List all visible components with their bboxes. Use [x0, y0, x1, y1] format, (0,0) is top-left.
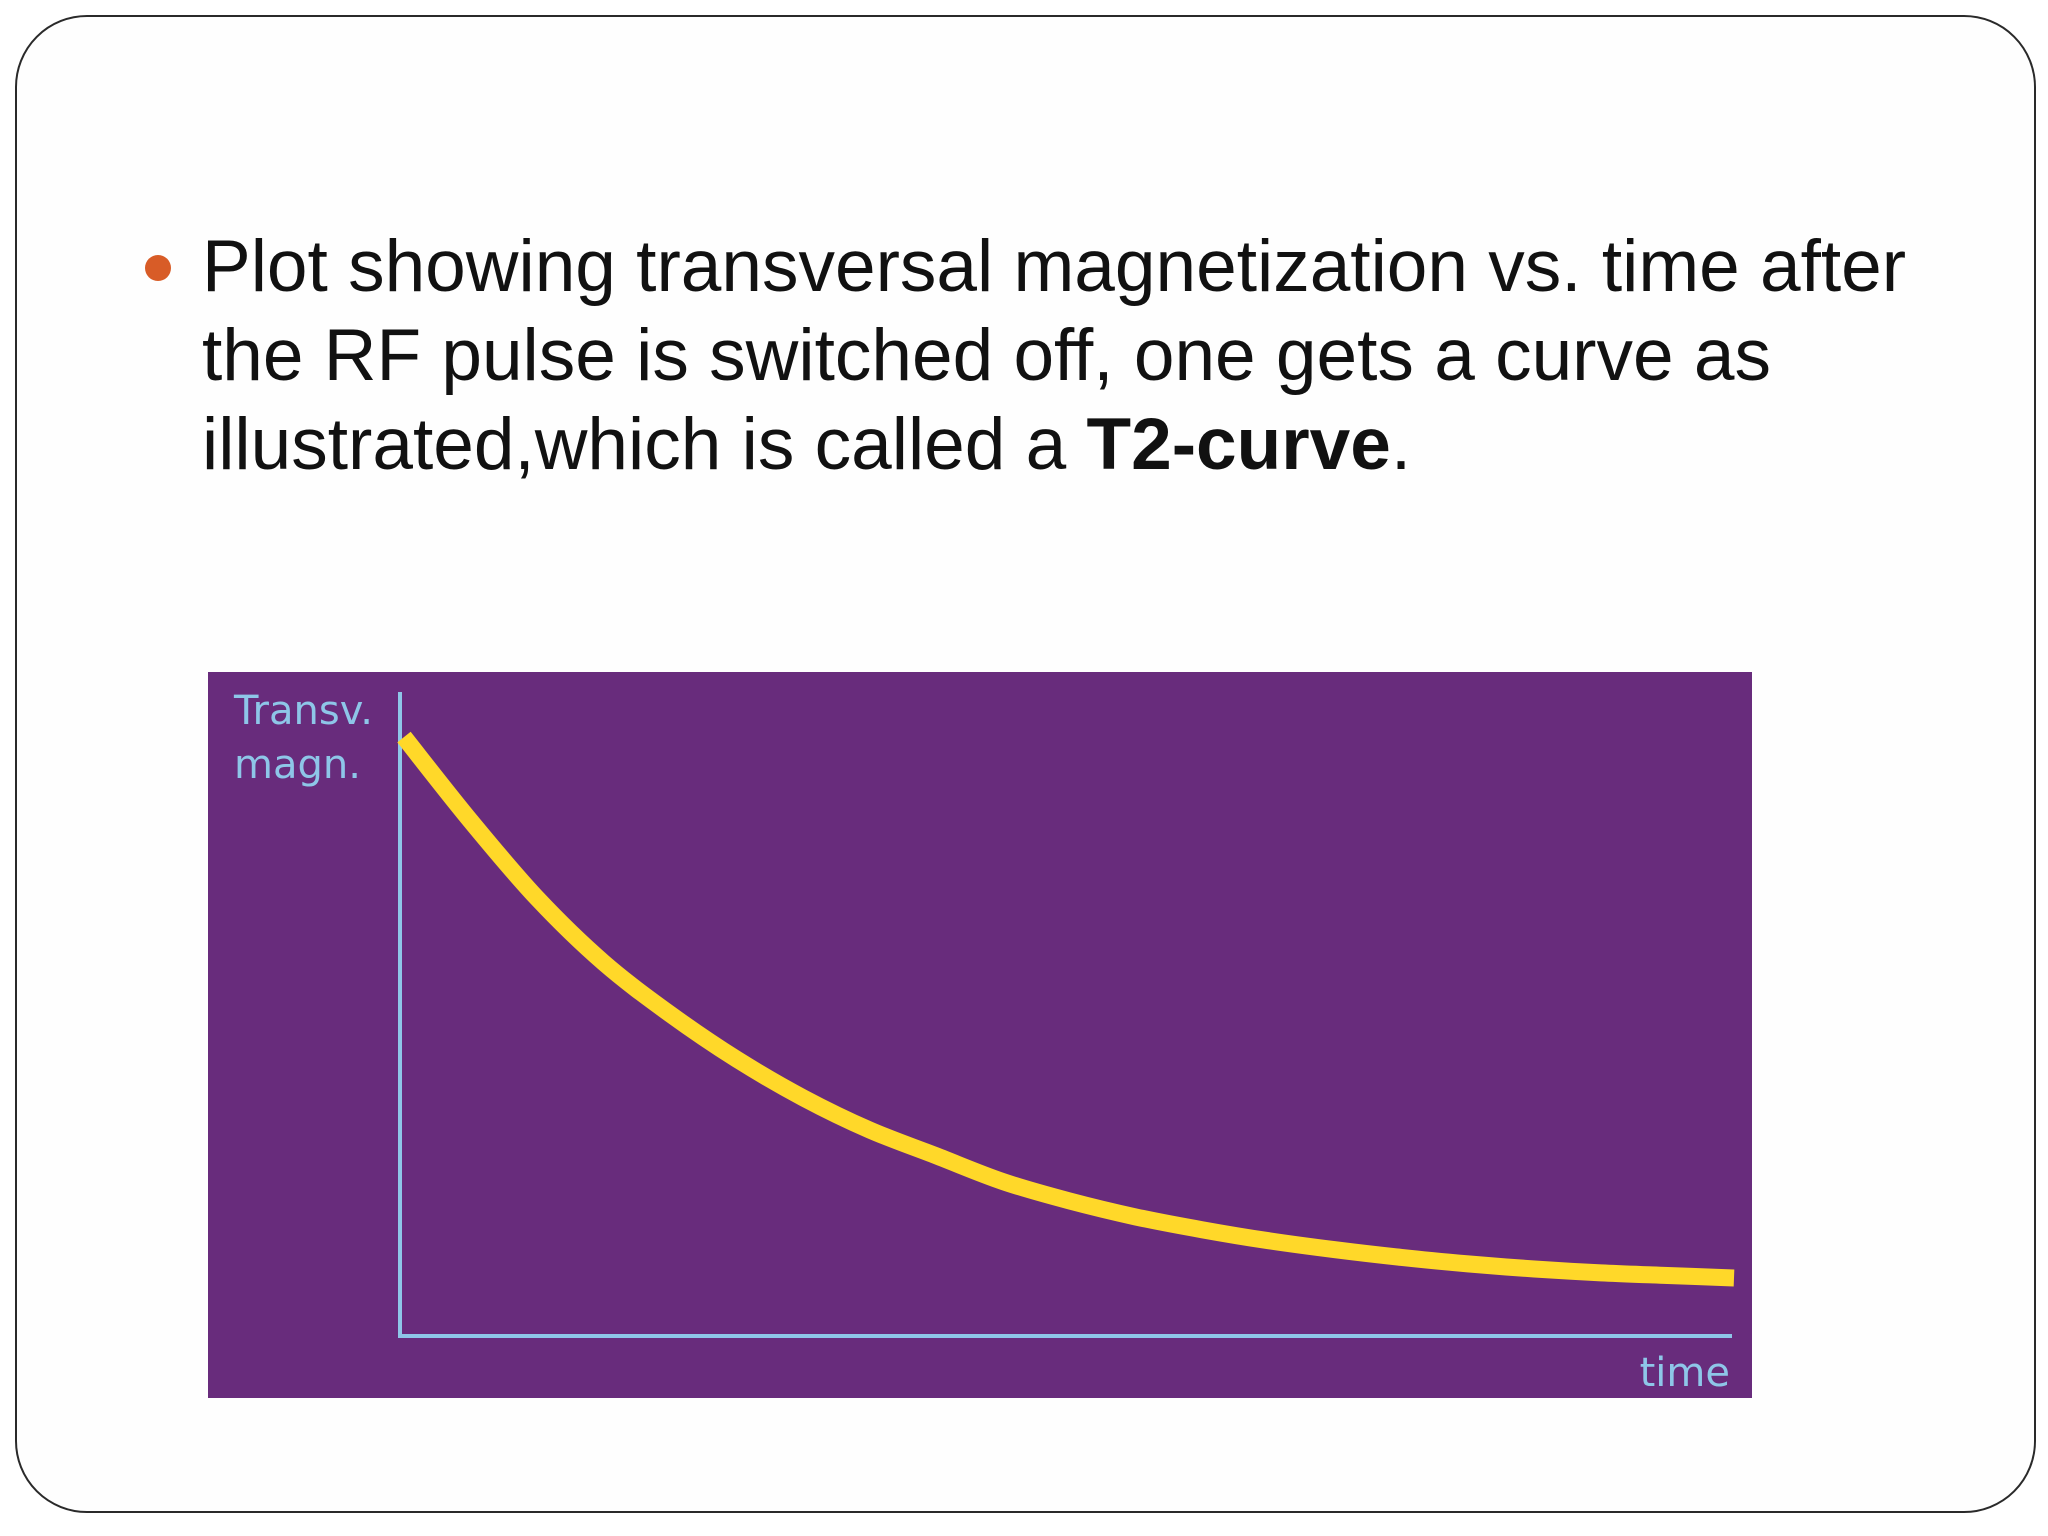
bullet-text-lead: Plot showing transversal magnetization v…	[202, 226, 1907, 485]
x-axis-label: time	[1640, 1350, 1730, 1396]
series-layer	[397, 731, 1735, 1287]
bullet-dot-icon	[145, 255, 171, 281]
y-axis-label-line2: magn.	[234, 742, 361, 788]
t2-chart: Transv. magn. time	[208, 672, 1752, 1398]
t2-decay-curve-0	[397, 731, 1735, 1287]
bullet-text-tail: .	[1390, 404, 1412, 485]
t2-chart-svg: Transv. magn. time	[233, 688, 1735, 1396]
y-axis-label-line1: Transv.	[233, 688, 373, 734]
bullet-text-bold: T2-curve	[1086, 404, 1391, 485]
bullet-text: Plot showing transversal magnetization v…	[202, 222, 1992, 489]
